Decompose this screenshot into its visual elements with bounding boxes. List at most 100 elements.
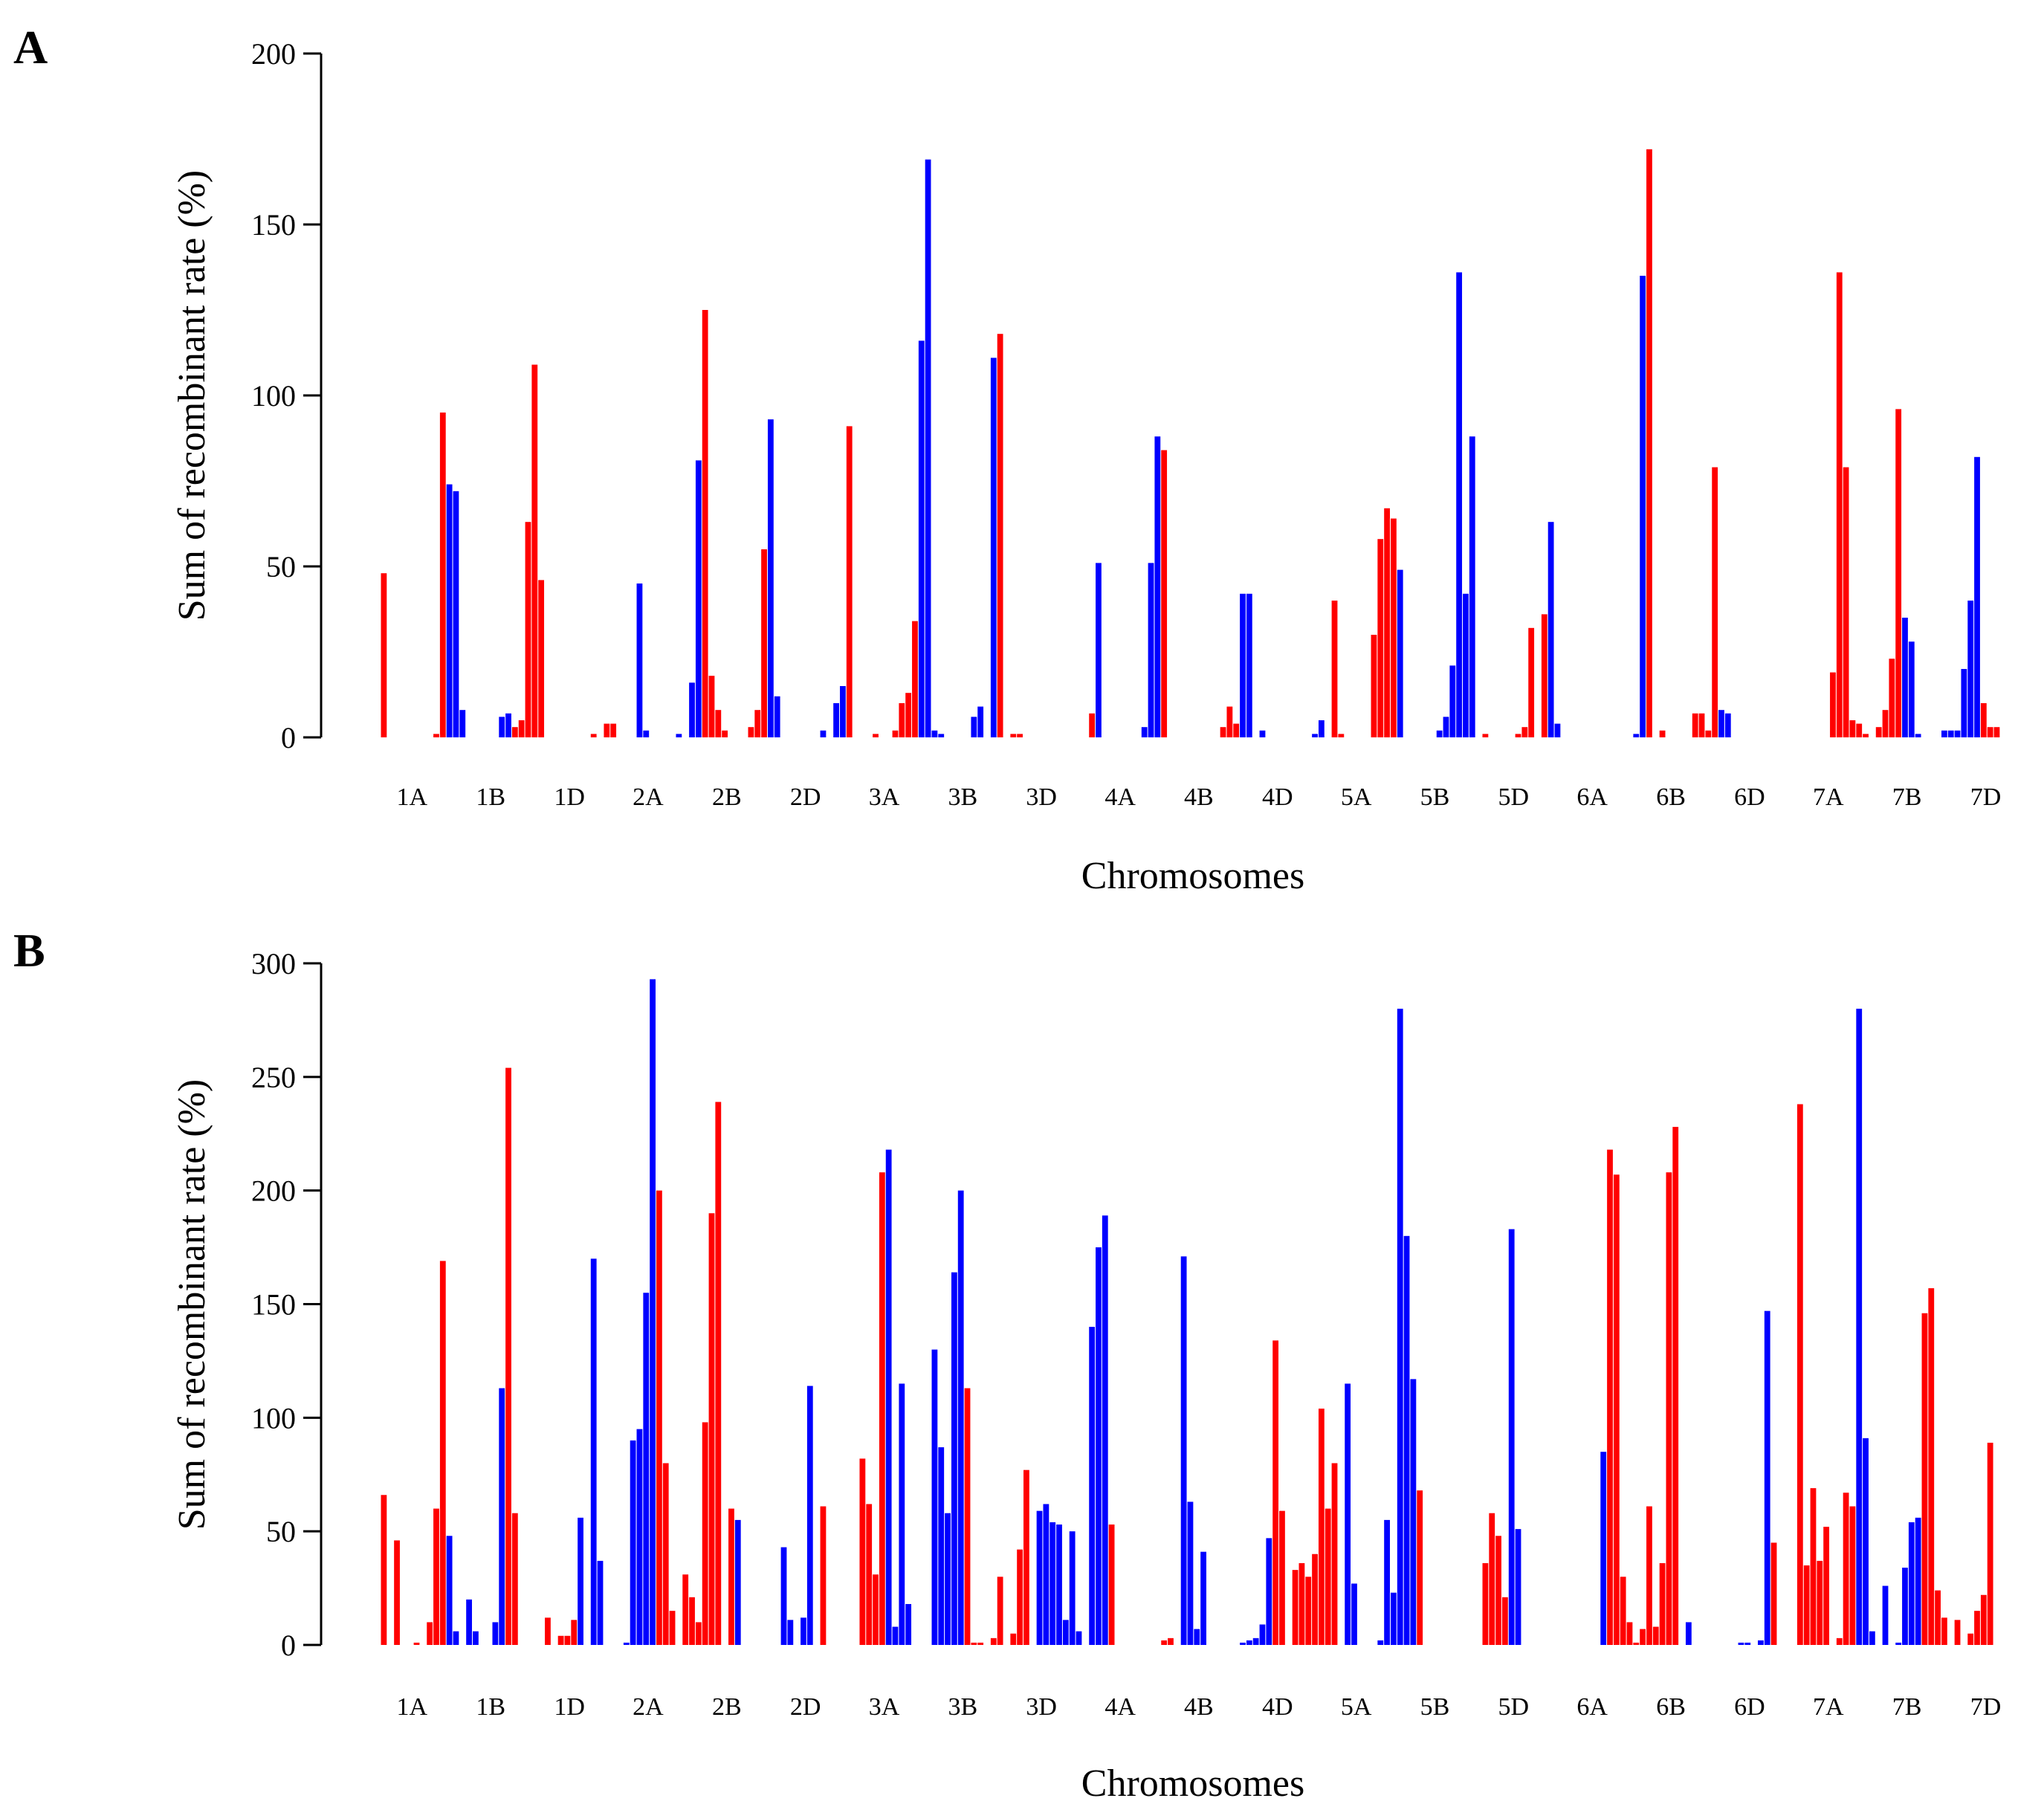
- bar-7A-10: [1863, 1438, 1869, 1645]
- bar-3B-3: [951, 1272, 957, 1645]
- bar-7B-0: [1875, 727, 1882, 737]
- panel-a-bars: [381, 149, 2000, 738]
- bar-7A-4: [1823, 1527, 1830, 1645]
- bar-3B-4: [957, 1190, 964, 1645]
- bar-5A-1: [1331, 601, 1338, 737]
- y-tick-label: 250: [251, 1061, 296, 1094]
- bar-2B-6: [734, 1519, 741, 1645]
- bar-3A-7: [899, 703, 905, 737]
- bar-3A-5: [885, 1149, 892, 1645]
- bar-3A-6: [892, 730, 899, 737]
- category-label: 4B: [1184, 1693, 1214, 1721]
- bar-2D-7: [820, 730, 827, 737]
- bar-4A-2: [1102, 1215, 1108, 1645]
- y-tick-label: 150: [251, 208, 296, 242]
- bar-3D-4: [1036, 1510, 1043, 1645]
- bar-1D-3: [557, 1635, 564, 1645]
- bar-5D-5: [1515, 1529, 1521, 1645]
- bar-6B-7: [1685, 1622, 1692, 1645]
- bar-7B-5: [1908, 1522, 1915, 1645]
- bar-5D-1: [1489, 1513, 1495, 1645]
- bar-1D-9: [597, 1560, 604, 1645]
- bar-6D-3: [1738, 1642, 1744, 1645]
- bar-1A-8: [433, 1508, 439, 1645]
- bar-7D-3: [1974, 456, 1980, 737]
- y-tick-label: 200: [251, 37, 296, 71]
- bar-2B-8: [748, 727, 754, 737]
- category-label: 3D: [1026, 783, 1057, 811]
- bar-5A-8: [1377, 539, 1384, 737]
- bar-1B-0: [459, 710, 466, 737]
- bar-5B-2: [1417, 1490, 1423, 1645]
- bar-1A-0: [381, 1495, 387, 1645]
- bar-7B-3: [1895, 409, 1902, 737]
- bar-5D-10: [1547, 522, 1554, 737]
- category-label: 2A: [633, 783, 664, 811]
- bar-4D-3: [1266, 1538, 1272, 1645]
- category-label: 3B: [948, 1693, 977, 1721]
- panel-a-label: A: [13, 21, 48, 74]
- category-label: 4A: [1105, 1693, 1136, 1721]
- bar-7B-7: [1921, 1313, 1928, 1645]
- y-tick-label: 100: [251, 379, 296, 413]
- bar-2B-0: [695, 1622, 702, 1645]
- category-label: 7D: [1970, 1693, 2002, 1721]
- bar-3D-8: [1062, 1620, 1069, 1645]
- category-label: 7A: [1813, 1693, 1844, 1721]
- bar-3A-7: [899, 1383, 905, 1645]
- bar-2B-5: [728, 1508, 734, 1645]
- category-label: 3A: [869, 1693, 900, 1721]
- bar-7A-6: [1836, 1637, 1843, 1645]
- bar-2B-1: [702, 310, 708, 737]
- bar-3B-7: [977, 706, 984, 737]
- bar-2A-11: [689, 682, 695, 737]
- bar-6B-8: [1692, 713, 1698, 737]
- category-label: 3B: [948, 783, 977, 811]
- bar-2B-3: [715, 710, 722, 737]
- bar-3B-2: [945, 1513, 951, 1645]
- bar-3A-8: [905, 693, 912, 737]
- bar-4D-0: [1246, 1640, 1252, 1645]
- bar-7D-5: [1987, 1442, 1993, 1645]
- bar-5D-11: [1554, 723, 1561, 737]
- bar-3D-7: [1056, 1525, 1062, 1645]
- bar-4D-11: [1318, 720, 1325, 737]
- bar-7A-9: [1856, 1009, 1863, 1645]
- category-label: 5B: [1420, 1693, 1450, 1721]
- category-label: 7B: [1892, 1693, 1922, 1721]
- bar-2A-2: [630, 1440, 636, 1645]
- bar-3A-3: [873, 1574, 879, 1645]
- bar-2B-3: [715, 1102, 722, 1645]
- bar-2A-11: [689, 1597, 695, 1645]
- bar-2A-3: [636, 583, 643, 737]
- bar-3B-0: [931, 730, 938, 737]
- bar-3D-0: [1010, 734, 1017, 737]
- bar-6B-2: [1652, 1626, 1659, 1645]
- bar-3A-10: [918, 340, 925, 737]
- bar-6A-11: [1633, 1642, 1640, 1645]
- bar-3A-9: [912, 621, 918, 737]
- bar-7B-10: [1941, 730, 1947, 737]
- bar-7A-2: [1810, 1488, 1817, 1645]
- bar-1B-2: [473, 1631, 479, 1645]
- bar-5D-9: [1541, 614, 1547, 737]
- bar-4D-2: [1259, 730, 1266, 737]
- bar-3A-8: [905, 1603, 912, 1645]
- bar-6A-11: [1633, 734, 1640, 737]
- bar-3A-6: [892, 1626, 899, 1645]
- bar-6B-11: [1712, 467, 1718, 737]
- bar-1A-7: [427, 1622, 433, 1645]
- panel-b-y-ticks: 0 50 100 150 200 250 300: [251, 947, 321, 1662]
- category-label: 2B: [712, 1693, 742, 1721]
- bar-7A-0: [1796, 1104, 1803, 1645]
- bar-5D-5: [1515, 734, 1521, 737]
- bar-2B-4: [722, 730, 728, 737]
- bar-1A-9: [439, 1261, 446, 1645]
- category-label: 5D: [1498, 783, 1530, 811]
- panel-a-x-axis-title: Chromosomes: [1081, 855, 1304, 897]
- bar-1B-10: [525, 522, 531, 737]
- bar-2A-7: [662, 1463, 669, 1645]
- bar-7D-3: [1974, 1611, 1980, 1645]
- bar-2D-4: [801, 1617, 806, 1645]
- bar-4D-4: [1272, 1340, 1279, 1645]
